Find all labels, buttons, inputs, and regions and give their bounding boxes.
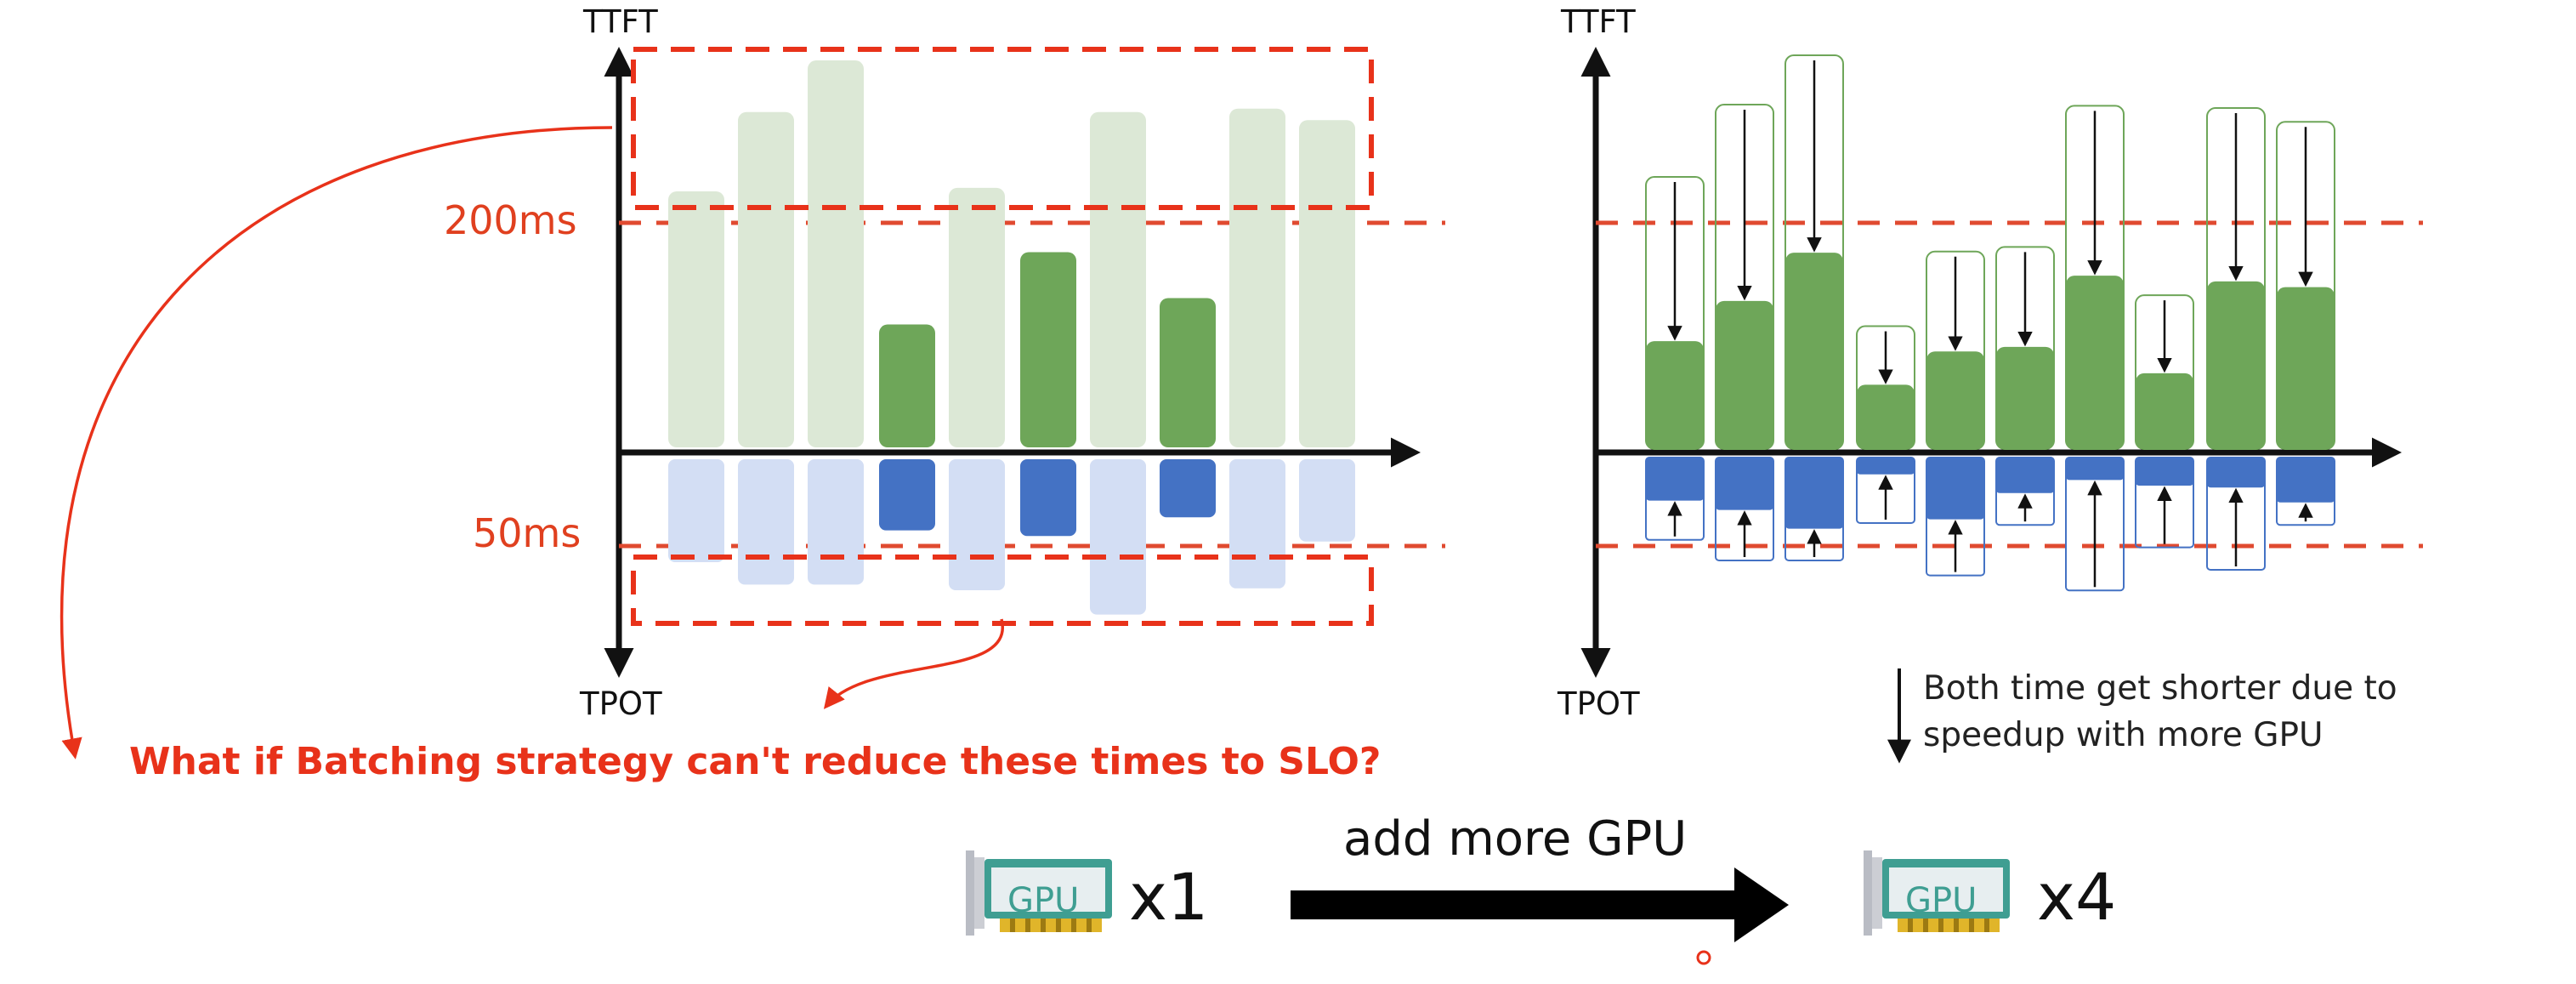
- ttft-bar-reduced: [2207, 281, 2265, 449]
- ttft-bar-reduced: [1857, 384, 1915, 449]
- tpot-bar: [1090, 459, 1146, 615]
- right-ttft-axis-label: TTFT: [1561, 3, 1636, 40]
- left-tpot-axis-label: TPOT: [580, 685, 662, 722]
- ttft-bar: [738, 111, 794, 448]
- ttft-bar-reduced: [1716, 300, 1773, 449]
- tpot-bar-reduced: [2277, 458, 2335, 503]
- tpot-bar-reduced: [2066, 458, 2124, 481]
- tpot-bar: [1160, 459, 1216, 518]
- tpot-bar: [738, 459, 794, 585]
- ttft-bar: [1299, 120, 1355, 447]
- tpot-bar: [879, 459, 935, 531]
- note-text: Both time get shorter due to speedup wit…: [1923, 665, 2397, 759]
- ttft-bar: [949, 187, 1005, 447]
- gpu-multiplier-before: x1: [1129, 859, 1209, 935]
- tpot-bar-reduced: [1926, 458, 1984, 520]
- tpot-bar: [1020, 459, 1076, 537]
- note-line-2: speedup with more GPU: [1923, 716, 2324, 754]
- ttft-bar: [879, 324, 935, 447]
- ttft-bar-reduced: [2066, 276, 2124, 449]
- left-ttft-axis-label: TTFT: [583, 3, 658, 40]
- ttft-bar: [1160, 298, 1216, 447]
- tpot-bar-reduced: [1996, 458, 2054, 493]
- annotation-arrow-ttft: [60, 126, 613, 759]
- tpot-bar-reduced: [2207, 458, 2265, 488]
- ttft-slo-label: 200ms: [444, 197, 577, 243]
- left-bars: [668, 60, 1355, 615]
- ttft-bar: [1229, 108, 1285, 447]
- tpot-bar-reduced: [1716, 458, 1773, 510]
- cursor-dot: [1696, 950, 1711, 965]
- ttft-bar-reduced: [1926, 351, 1984, 449]
- annotation-arrow-tpot: [823, 618, 1005, 709]
- gpu-card-icon-after: [1864, 850, 2010, 936]
- tpot-bar: [808, 459, 864, 585]
- ttft-bar: [1020, 252, 1076, 447]
- transition-label: add more GPU: [1343, 811, 1688, 867]
- ttft-bar-reduced: [2277, 287, 2335, 449]
- tpot-slo-label: 50ms: [473, 510, 582, 556]
- ttft-bar: [1090, 111, 1146, 448]
- tpot-bar: [1229, 459, 1285, 589]
- gpu-card-label-after: GPU: [1905, 881, 1977, 920]
- tpot-bar-reduced: [1857, 458, 1915, 475]
- ttft-bar: [808, 60, 864, 448]
- right-tpot-axis-label: TPOT: [1558, 685, 1640, 722]
- ttft-bar-reduced: [1785, 253, 1843, 449]
- right-bars: [1645, 54, 2335, 592]
- ttft-bar-reduced: [2136, 373, 2193, 449]
- ttft-bar: [668, 191, 724, 447]
- gpu-card-label-before: GPU: [1007, 881, 1080, 920]
- ttft-bar-reduced: [1996, 346, 2054, 449]
- ttft-bar-reduced: [1646, 341, 1704, 449]
- tpot-bar: [1299, 459, 1355, 542]
- tpot-bar-reduced: [1785, 458, 1843, 529]
- tpot-bar: [949, 459, 1005, 590]
- tpot-bar-reduced: [1646, 458, 1704, 501]
- transition-arrow-head: [1734, 867, 1789, 942]
- gpu-card-icon: [966, 850, 1112, 936]
- gpu-multiplier-after: x4: [2037, 859, 2117, 935]
- note-line-1: Both time get shorter due to: [1923, 669, 2397, 708]
- tpot-bar: [668, 459, 724, 562]
- question-text: What if Batching strategy can't reduce t…: [129, 740, 1382, 783]
- tpot-bar-reduced: [2136, 458, 2193, 486]
